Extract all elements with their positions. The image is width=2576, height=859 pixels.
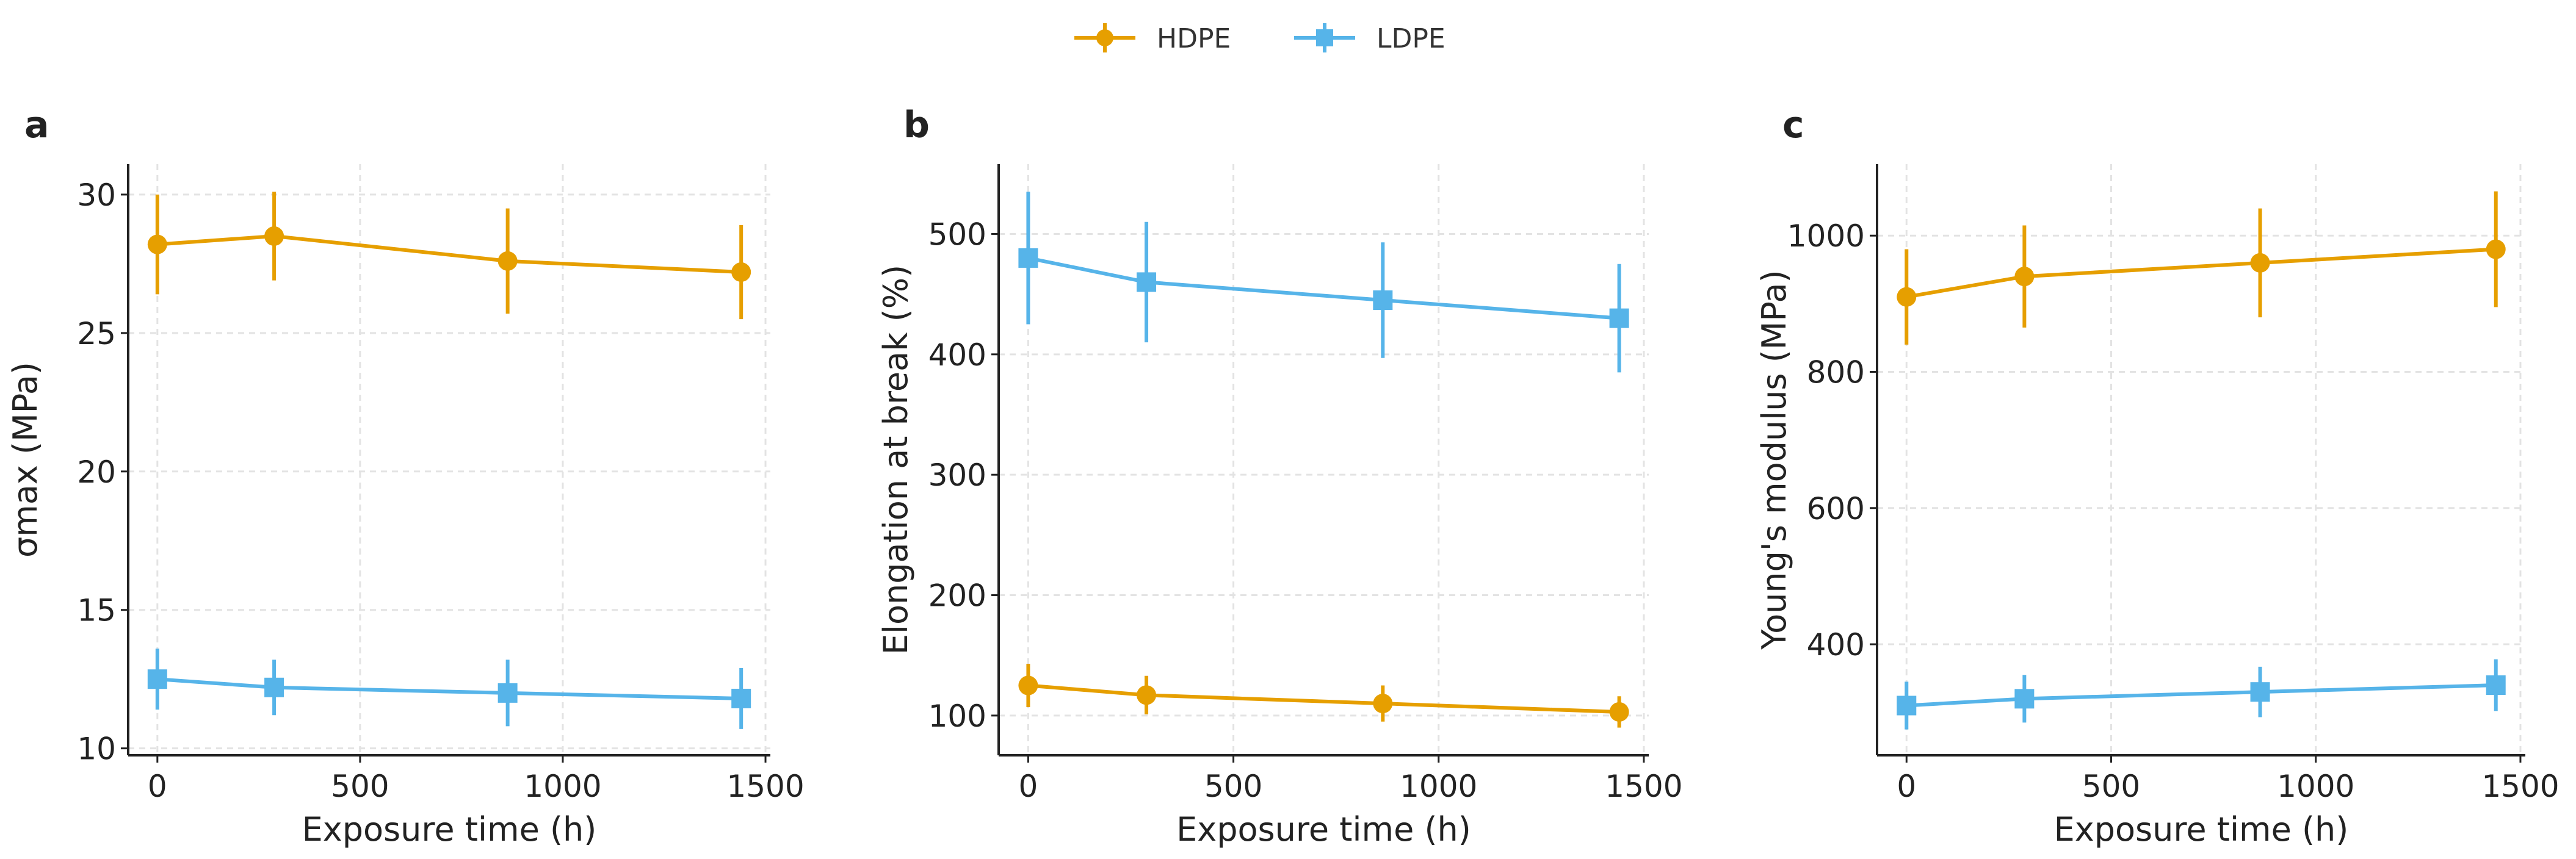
y-tick-label: 25 <box>77 316 116 351</box>
data-point <box>731 262 751 282</box>
y-tick-label: 200 <box>928 578 986 614</box>
legend-ldpe-marker <box>1316 29 1333 46</box>
data-point <box>264 226 284 246</box>
series-hdpe <box>1018 664 1629 728</box>
y-axis-label: Elongation at break (%) <box>877 265 915 655</box>
y-tick-label: 400 <box>928 337 986 373</box>
legend-item-hdpe: HDPE <box>1074 23 1231 54</box>
series-line <box>1027 256 1619 320</box>
data-point <box>1373 694 1393 714</box>
data-point <box>497 251 518 271</box>
series-line <box>1906 247 2496 299</box>
data-point <box>1897 287 1917 307</box>
y-tick-label: 600 <box>1807 491 1865 527</box>
legend: HDPE LDPE <box>1074 23 1445 54</box>
y-tick-label: 10 <box>77 731 116 767</box>
y-tick-label: 1000 <box>1787 218 1865 254</box>
data-point <box>731 688 751 708</box>
data-point <box>1018 675 1038 695</box>
series-ldpe <box>1897 659 2506 730</box>
y-tick-label: 30 <box>77 178 116 213</box>
panel-letter: a <box>24 104 49 146</box>
y-tick-label: 20 <box>77 455 116 490</box>
data-point <box>264 677 284 697</box>
x-tick-label: 1500 <box>1605 769 1682 804</box>
y-tick-label: 800 <box>1807 354 1865 390</box>
data-point <box>1609 308 1629 328</box>
x-tick-label: 500 <box>331 769 389 804</box>
data-point <box>1137 685 1157 705</box>
y-tick-label: 400 <box>1807 627 1865 663</box>
series-hdpe <box>147 192 751 320</box>
x-tick-label: 1500 <box>2481 769 2559 804</box>
x-axis-label: Exposure time (h) <box>2054 810 2349 849</box>
panel-a: a 0 500 1000 1500 10 15 20 25 30 Exposure time (h)… <box>6 104 805 849</box>
series-line <box>1906 683 2496 708</box>
x-tick-label: 1000 <box>524 769 601 804</box>
series-ldpe <box>1018 192 1629 373</box>
panel-b: b 0 500 1000 1500 100 200 300 400 500 Exposure tim… <box>877 104 1683 849</box>
data-point <box>2486 239 2506 259</box>
x-tick-label: 500 <box>2082 769 2140 804</box>
series-line <box>157 677 742 700</box>
data-point <box>1373 290 1393 311</box>
y-tick-label: 15 <box>77 593 116 628</box>
data-point <box>1137 272 1157 292</box>
series-line <box>157 234 742 275</box>
series-line <box>1028 683 1619 714</box>
data-point <box>147 669 167 689</box>
x-tick-label: 500 <box>1204 769 1262 804</box>
series-hdpe <box>1897 191 2506 345</box>
data-point <box>2486 675 2506 695</box>
x-axis-label: Exposure time (h) <box>302 810 597 849</box>
data-point <box>147 234 167 254</box>
x-tick-label: 0 <box>148 769 167 804</box>
legend-item-ldpe: LDPE <box>1294 23 1445 54</box>
x-axis-label: Exposure time (h) <box>1176 810 1471 849</box>
x-tick-label: 0 <box>1897 769 1916 804</box>
series-ldpe <box>147 649 751 729</box>
panel-letter: c <box>1782 104 1804 146</box>
x-tick-label: 1500 <box>726 769 804 804</box>
y-tick-label: 300 <box>928 458 986 493</box>
data-point <box>1609 702 1629 722</box>
data-point <box>1897 695 1917 716</box>
legend-label-hdpe: HDPE <box>1157 23 1231 54</box>
y-axis-label: Young's modulus (MPa) <box>1755 270 1793 650</box>
y-axis-label: σmax (MPa) <box>6 362 45 558</box>
data-point <box>2014 267 2035 287</box>
x-tick-label: 1000 <box>1400 769 1477 804</box>
data-point <box>497 683 518 703</box>
x-tick-label: 1000 <box>2277 769 2354 804</box>
y-tick-label: 100 <box>928 699 986 734</box>
panel-letter: b <box>903 104 930 146</box>
panel-c: c 0 500 1000 1500 400 600 800 1000 Exposure time … <box>1755 104 2560 849</box>
x-tick-label: 0 <box>1019 769 1038 804</box>
data-point <box>2014 689 2035 709</box>
legend-label-ldpe: LDPE <box>1377 23 1445 54</box>
legend-hdpe-marker <box>1096 29 1113 46</box>
data-point <box>2250 253 2270 273</box>
data-point <box>1018 248 1038 268</box>
y-tick-label: 500 <box>928 217 986 252</box>
data-point <box>2250 682 2270 702</box>
